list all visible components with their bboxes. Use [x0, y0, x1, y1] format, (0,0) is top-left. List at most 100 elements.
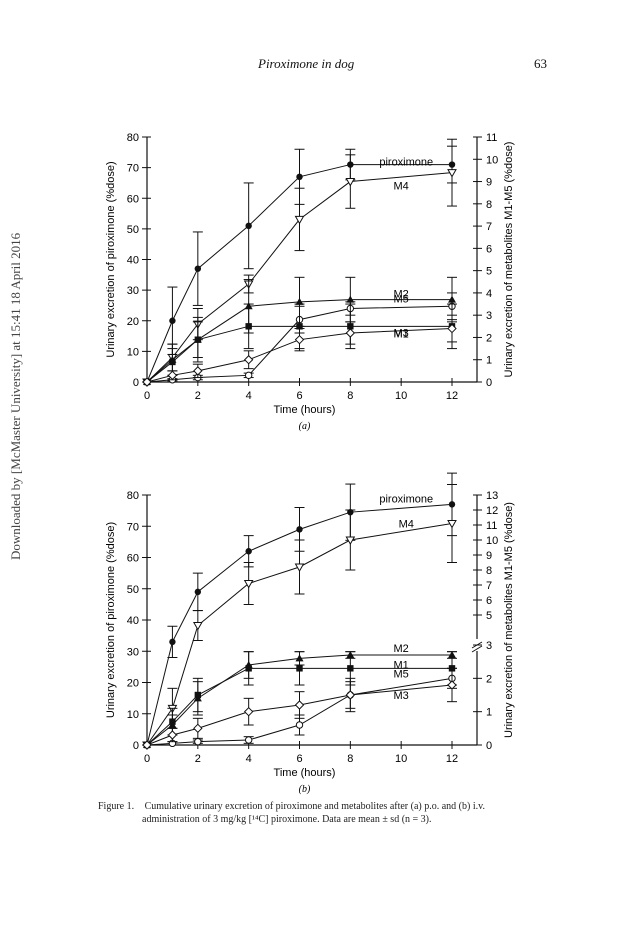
running-head: Piroximone in dog: [258, 56, 355, 71]
data-point: [142, 740, 152, 750]
data-point: [169, 358, 176, 366]
x-tick-label: 8: [347, 390, 353, 402]
data-point: [192, 622, 203, 631]
data-point: [294, 334, 305, 345]
y-tick-label: 0: [133, 740, 139, 752]
data-point: [245, 323, 252, 330]
y-tick-label: 60: [127, 193, 139, 205]
y2-tick-label: 3: [486, 310, 492, 322]
x-tick-label: 4: [246, 753, 252, 765]
data-point: [346, 295, 355, 303]
data-point: [244, 736, 253, 744]
series-label-m1: M1: [394, 328, 409, 340]
caption-line-1: Cumulative urinary excretion of piroximo…: [144, 801, 485, 812]
data-point: [245, 665, 252, 672]
y-tick-label: 20: [127, 678, 139, 690]
x-axis-label: Time (hours): [274, 767, 336, 779]
y2-tick-label: 13: [486, 490, 498, 502]
data-point: [193, 723, 203, 734]
x-tick-label: 12: [446, 753, 458, 765]
data-point: [294, 700, 305, 710]
y2-tick-label: 8: [486, 199, 492, 211]
data-point: [243, 355, 254, 365]
x-tick-label: 6: [296, 390, 302, 402]
series-label-m5: M5: [394, 668, 409, 680]
y2-tick-label: 5: [486, 266, 492, 278]
y-tick-label: 20: [127, 316, 139, 328]
data-point: [245, 548, 252, 555]
data-point: [142, 377, 152, 387]
data-point: [345, 690, 356, 700]
data-point: [194, 265, 202, 272]
y2-tick-label: 5: [486, 610, 492, 622]
y-tick-label: 0: [133, 377, 139, 389]
y2-tick-label: 12: [486, 505, 498, 517]
series-label-m5: M5: [394, 293, 409, 305]
y2-tick-label: 3: [486, 640, 492, 652]
y2-tick-label: 2: [486, 332, 492, 344]
data-point: [294, 563, 305, 573]
y-tick-label: 50: [127, 584, 139, 596]
data-point: [296, 323, 303, 330]
data-point: [345, 536, 356, 546]
y2-tick-label: 7: [486, 221, 492, 233]
data-point: [347, 665, 354, 672]
y2-tick-label: 1: [486, 707, 492, 719]
x-tick-label: 8: [347, 753, 353, 765]
series-label-m3: M3: [394, 328, 409, 340]
series-label-piroximone: piroximone: [379, 493, 433, 505]
data-point: [447, 323, 457, 334]
y-axis-label-left: Urinary excretion of piroximone (%dose): [105, 161, 117, 357]
y2-tick-label: 9: [486, 550, 492, 562]
y-tick-label: 50: [127, 224, 139, 236]
page-header: Piroximone in dog 63: [0, 56, 621, 76]
series-label-m4: M4: [394, 181, 409, 193]
x-tick-label: 12: [446, 390, 458, 402]
y-tick-label: 30: [127, 646, 139, 658]
data-point: [294, 215, 305, 225]
data-point: [169, 638, 176, 646]
y2-tick-label: 7: [486, 580, 492, 592]
data-point: [296, 665, 303, 672]
y-tick-label: 30: [127, 285, 139, 297]
y-tick-label: 80: [127, 490, 139, 502]
x-tick-label: 2: [195, 753, 201, 765]
data-point: [169, 317, 176, 324]
data-point: [243, 706, 254, 717]
data-point: [169, 718, 176, 725]
y2-tick-label: 2: [486, 673, 492, 685]
y2-tick-label: 6: [486, 595, 492, 607]
data-point: [167, 370, 178, 381]
y2-tick-label: 9: [486, 177, 492, 189]
data-point: [447, 520, 457, 529]
page-number: 63: [534, 56, 547, 71]
y-axis-label-left: Urinary excretion of piroximone (%dose): [105, 522, 117, 718]
series-label-m2: M2: [394, 289, 409, 301]
data-point: [295, 297, 304, 305]
y2-tick-label: 4: [486, 288, 492, 300]
data-point: [194, 737, 202, 746]
y2-tick-label: 8: [486, 565, 492, 577]
data-point: [194, 691, 202, 699]
data-point: [244, 371, 253, 380]
data-point: [447, 169, 457, 178]
y2-tick-label: 11: [486, 132, 497, 144]
x-tick-label: 10: [395, 390, 407, 402]
y2-tick-label: 10: [486, 154, 498, 166]
y-tick-label: 10: [127, 346, 139, 358]
data-point: [295, 721, 304, 729]
y-tick-label: 10: [127, 709, 139, 721]
y2-tick-label: 0: [486, 740, 492, 752]
axis-break-mark: [471, 645, 483, 653]
y-axis-label-right: Urinary excretion of metabolites M1-M5 (…: [503, 142, 515, 378]
data-point: [193, 366, 203, 376]
x-tick-label: 4: [246, 390, 252, 402]
y-tick-label: 70: [127, 521, 139, 533]
series-label-piroximone: piroximone: [379, 157, 433, 169]
y-axis-label-right: Urinary excretion of metabolites M1-M5 (…: [503, 502, 515, 738]
data-point: [345, 328, 356, 338]
x-tick-label: 10: [395, 753, 407, 765]
caption-label: Figure 1.: [98, 801, 135, 812]
caption-line-2: administration of 3 mg/kg [¹⁴C] piroximo…: [142, 814, 432, 825]
